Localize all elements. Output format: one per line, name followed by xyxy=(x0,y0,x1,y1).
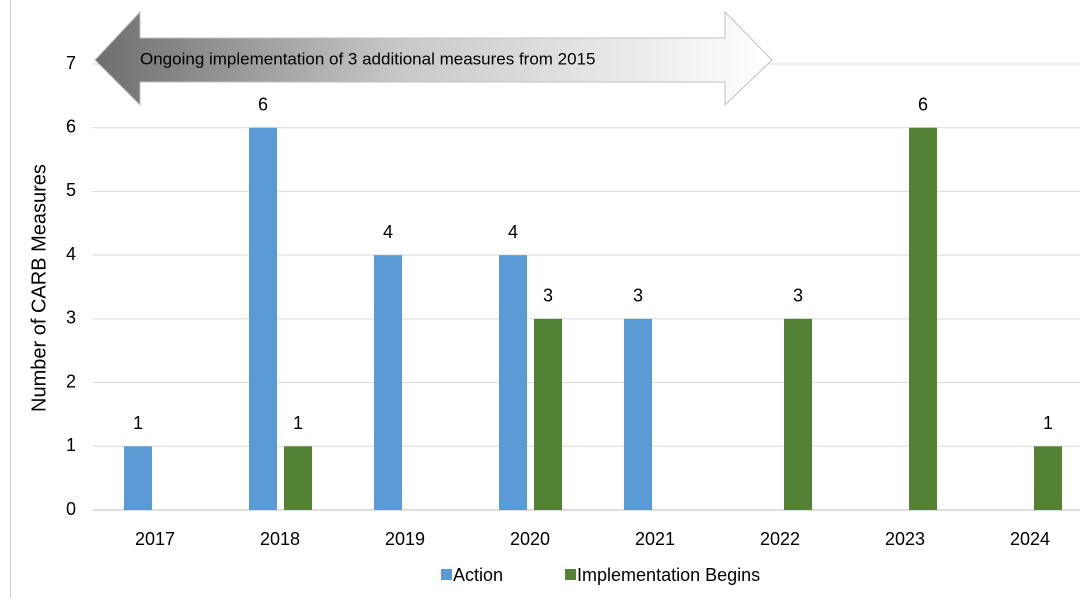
x-tick-label: 2018 xyxy=(260,529,300,549)
y-tick-label: 6 xyxy=(66,116,76,136)
x-tick-label: 2017 xyxy=(135,529,175,549)
bar xyxy=(499,255,527,510)
annotation-arrow xyxy=(94,10,773,107)
bar xyxy=(374,255,402,510)
bar xyxy=(624,318,652,510)
value-label: 3 xyxy=(543,286,553,306)
value-label: 1 xyxy=(133,413,143,433)
value-label: 6 xyxy=(258,94,268,114)
y-tick-label: 1 xyxy=(66,435,76,455)
value-label: 3 xyxy=(633,286,643,306)
bar xyxy=(124,446,152,510)
legend-label: Action xyxy=(453,565,503,585)
x-tick-label: 2023 xyxy=(885,529,925,549)
value-label: 4 xyxy=(508,222,518,242)
legend-label: Implementation Begins xyxy=(577,565,760,585)
y-tick-label: 7 xyxy=(66,53,76,73)
annotation: Ongoing implementation of 3 additional m… xyxy=(140,49,596,68)
bar xyxy=(249,127,277,510)
legend-swatch xyxy=(565,569,577,580)
x-tick-label: 2021 xyxy=(635,529,675,549)
value-label: 4 xyxy=(383,222,393,242)
y-tick-label: 3 xyxy=(66,308,76,328)
x-tick-label: 2022 xyxy=(760,529,800,549)
y-tick-label: 5 xyxy=(66,180,76,200)
bar xyxy=(909,127,937,510)
value-label: 3 xyxy=(793,286,803,306)
value-label: 1 xyxy=(293,413,303,433)
bar xyxy=(534,318,562,510)
y-axis-label: Number of CARB Measures xyxy=(28,164,50,412)
y-tick-label: 2 xyxy=(66,371,76,391)
legend-swatch xyxy=(441,569,452,580)
value-label: 1 xyxy=(1043,413,1053,433)
x-tick-label: 2020 xyxy=(510,529,550,549)
y-tick-label: 0 xyxy=(66,499,76,519)
x-tick-label: 2024 xyxy=(1010,529,1050,549)
bar xyxy=(284,446,312,510)
x-tick-label: 2019 xyxy=(385,529,425,549)
bar xyxy=(784,318,812,510)
value-label: 6 xyxy=(918,94,928,114)
bar xyxy=(1034,446,1062,510)
y-tick-label: 4 xyxy=(66,244,76,264)
